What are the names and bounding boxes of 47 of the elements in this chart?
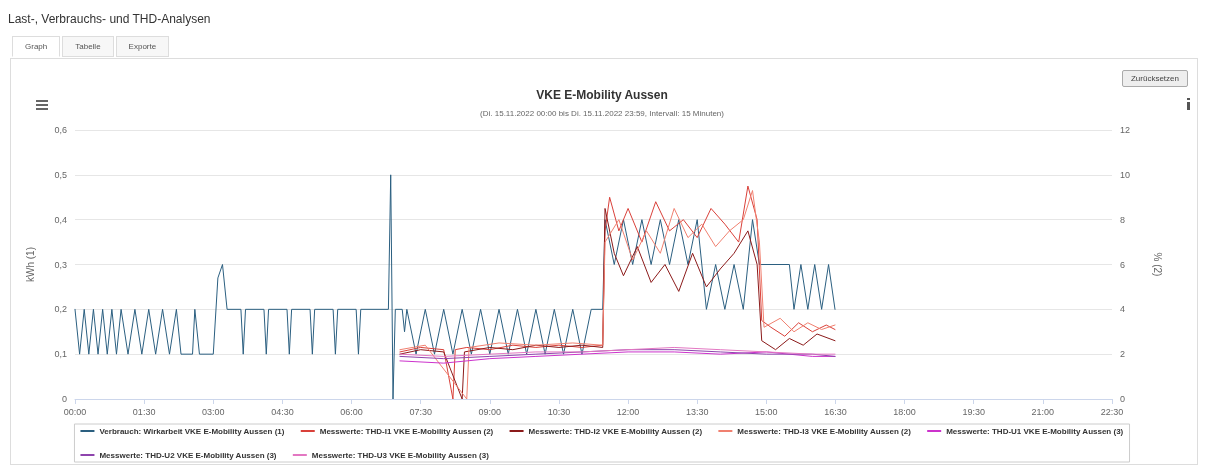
x-tick-label: 22:30 <box>1100 406 1124 417</box>
x-tick-label: 10:30 <box>547 406 571 417</box>
x-tick-label: 21:00 <box>1031 406 1055 417</box>
x-tick-label: 15:00 <box>755 406 778 417</box>
x-tick-label: 12:00 <box>616 406 640 417</box>
x-tick-label: 16:30 <box>824 406 847 417</box>
y-tick-label: 0,5 <box>54 169 67 180</box>
x-tick-label: 04:30 <box>271 406 294 417</box>
y-tick-label: 0,6 <box>54 125 67 135</box>
line-series <box>74 174 836 400</box>
x-tick-label: 19:30 <box>962 406 985 417</box>
chart-title: VKE E-Mobility Aussen <box>536 88 668 102</box>
y2-axis-title: % (2) <box>1151 252 1163 277</box>
x-tick-label: 00:00 <box>63 406 87 417</box>
y2-tick-label: 8 <box>1120 214 1126 225</box>
y2-tick-label: 12 <box>1120 125 1131 135</box>
legend-label: Messwerte: THD-U3 VKE E-Mobility Aussen (3) <box>311 450 490 460</box>
y2-tick-label: 0 <box>1120 394 1126 404</box>
x-tick-label: 13:30 <box>685 406 709 417</box>
legend-label: Messwerte: THD-I3 VKE E-Mobility Aussen (2) <box>737 426 912 436</box>
y2-tick-label: 10 <box>1120 169 1131 180</box>
x-tick-label: 06:00 <box>340 406 363 417</box>
text: Zurücksetzen <box>1121 70 1188 87</box>
legend-label: Messwerte: THD-U2 VKE E-Mobility Aussen (3) <box>99 450 277 460</box>
text: Exporte <box>115 36 170 57</box>
y-tick-label: 0,3 <box>54 259 67 270</box>
text: Last-, Verbrauchs- und THD-Analysen <box>8 12 211 26</box>
text: Tabelle <box>62 36 114 57</box>
y-tick-label: 0,2 <box>54 304 67 315</box>
x-tick-label: 03:00 <box>202 406 225 417</box>
legend-label: Messwerte: THD-I1 VKE E-Mobility Aussen (2) <box>319 426 494 436</box>
x-tick-label: 09:00 <box>478 406 502 417</box>
y2-tick-label: 4 <box>1120 304 1126 315</box>
legend-label: Verbrauch: Wirkarbeit VKE E-Mobility Aussen (1) <box>99 426 285 436</box>
legend-label: Messwerte: THD-I2 VKE E-Mobility Aussen (2) <box>528 426 703 436</box>
chart-subtitle: (Di. 15.11.2022 00:00 bis Di. 15.11.2022 23:59, Intervall: 15 Minuten) <box>480 108 725 118</box>
y-tick-label: 0 <box>61 394 67 404</box>
y-axis-title: kWh (1) <box>24 247 36 282</box>
x-tick-label: 07:30 <box>409 406 432 417</box>
x-tick-label: 01:30 <box>132 406 156 417</box>
legend-label: Messwerte: THD-U1 VKE E-Mobility Aussen (3) <box>946 426 1124 436</box>
y-tick-label: 0,1 <box>54 349 67 360</box>
y-tick-label: 0,4 <box>54 214 67 225</box>
y2-tick-label: 2 <box>1120 349 1126 360</box>
y2-tick-label: 6 <box>1120 259 1126 270</box>
x-tick-label: 18:00 <box>893 406 916 417</box>
text: Graph <box>12 36 61 57</box>
